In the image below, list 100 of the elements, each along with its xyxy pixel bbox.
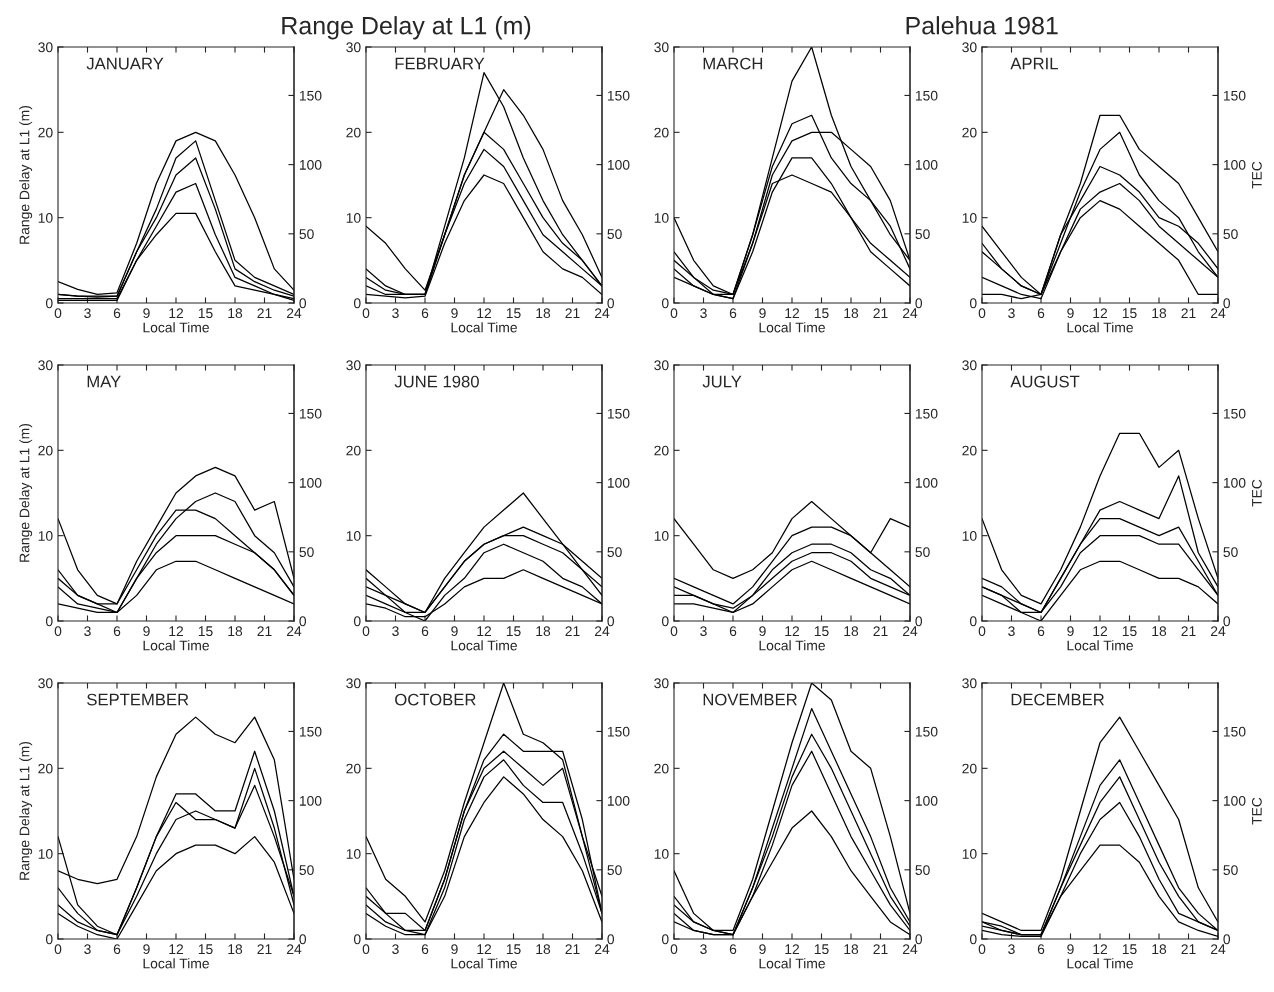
x-tick-label: 6 bbox=[1037, 626, 1045, 637]
y-tick-label: 30 bbox=[962, 360, 977, 371]
x-tick-label: 3 bbox=[700, 944, 707, 955]
chart-title: SEPTEMBER bbox=[87, 693, 189, 706]
x-tick-label: 18 bbox=[228, 626, 243, 637]
y2-tick-label: 50 bbox=[299, 865, 314, 875]
x-tick-label: 3 bbox=[84, 308, 91, 319]
x-tick-label: 3 bbox=[1008, 626, 1015, 637]
y-axis-title: Range Delay at L1 (m) bbox=[19, 742, 33, 880]
x-tick-label: 18 bbox=[1152, 944, 1167, 955]
y2-tick-label: 150 bbox=[915, 408, 938, 419]
chart-title: JULY bbox=[702, 375, 742, 388]
x-tick-label: 12 bbox=[477, 626, 492, 636]
y-tick-label: 30 bbox=[962, 42, 977, 53]
x-tick-label: 0 bbox=[670, 944, 678, 955]
y2-tick-label: 150 bbox=[607, 726, 630, 737]
chart-title: DECEMBER bbox=[1011, 693, 1104, 706]
x-tick-label: 18 bbox=[536, 626, 551, 637]
x-tick-label: 21 bbox=[257, 308, 272, 318]
x-tick-label: 21 bbox=[565, 308, 580, 318]
x-tick-label: 3 bbox=[700, 308, 707, 319]
x-tick-label: 9 bbox=[759, 626, 766, 637]
x-tick-label: 15 bbox=[198, 308, 213, 319]
x-axis-title: Local Time bbox=[759, 322, 825, 333]
y2-axis-title: TEC bbox=[1251, 161, 1262, 189]
x-tick-label: 6 bbox=[1037, 308, 1045, 319]
chart-title: MARCH bbox=[703, 57, 763, 70]
y2-tick-label: 100 bbox=[299, 477, 322, 488]
y-axis-title: Range Delay at L1 (m) bbox=[19, 106, 33, 244]
x-tick-label: 0 bbox=[978, 944, 986, 955]
y-tick-label: 30 bbox=[346, 42, 361, 53]
y-tick-label: 0 bbox=[969, 934, 977, 945]
x-axis-title: Local Time bbox=[1067, 322, 1133, 333]
x-tick-label: 21 bbox=[873, 626, 888, 636]
y2-tick-label: 50 bbox=[915, 229, 930, 239]
y-tick-label: 0 bbox=[353, 298, 361, 309]
x-tick-label: 3 bbox=[700, 626, 707, 637]
y2-tick-label: 150 bbox=[1223, 90, 1246, 101]
y-tick-label: 10 bbox=[38, 531, 53, 541]
x-tick-label: 3 bbox=[392, 626, 399, 637]
y2-tick-label: 150 bbox=[299, 90, 322, 101]
y2-tick-label: 0 bbox=[299, 298, 307, 309]
x-tick-label: 6 bbox=[113, 944, 121, 955]
y2-tick-label: 100 bbox=[915, 795, 938, 806]
y2-tick-label: 50 bbox=[607, 865, 622, 875]
x-tick-label: 15 bbox=[1122, 626, 1137, 637]
y-tick-label: 20 bbox=[962, 127, 977, 138]
x-tick-label: 12 bbox=[169, 626, 184, 636]
y-tick-label: 20 bbox=[654, 763, 669, 774]
x-tick-label: 21 bbox=[1181, 626, 1196, 636]
y2-tick-label: 0 bbox=[299, 934, 307, 945]
x-tick-label: 15 bbox=[198, 626, 213, 637]
text: Palehua 1981 bbox=[906, 16, 1058, 35]
y2-tick-label: 0 bbox=[1223, 298, 1231, 309]
x-tick-label: 9 bbox=[143, 308, 150, 319]
x-tick-label: 0 bbox=[362, 308, 370, 319]
x-tick-label: 15 bbox=[506, 626, 521, 637]
x-tick-label: 6 bbox=[729, 626, 737, 637]
y2-axis-title: TEC bbox=[1251, 479, 1262, 507]
x-tick-label: 15 bbox=[814, 308, 829, 319]
x-axis-title: Local Time bbox=[1067, 958, 1133, 969]
x-tick-label: 12 bbox=[785, 944, 800, 954]
y-tick-label: 0 bbox=[661, 298, 669, 309]
y2-tick-label: 150 bbox=[299, 408, 322, 419]
y-tick-label: 10 bbox=[962, 213, 977, 223]
x-tick-label: 3 bbox=[1008, 944, 1015, 955]
x-tick-label: 18 bbox=[228, 308, 243, 319]
x-tick-label: 15 bbox=[814, 944, 829, 955]
y2-tick-label: 0 bbox=[1223, 934, 1231, 945]
x-tick-label: 3 bbox=[392, 944, 399, 955]
y-tick-label: 0 bbox=[353, 616, 361, 627]
y2-tick-label: 150 bbox=[607, 408, 630, 419]
x-tick-label: 18 bbox=[1152, 308, 1167, 319]
x-tick-label: 12 bbox=[1093, 944, 1108, 954]
x-tick-label: 24 bbox=[594, 944, 610, 954]
x-tick-label: 15 bbox=[506, 308, 521, 319]
x-tick-label: 24 bbox=[594, 308, 610, 318]
x-tick-label: 24 bbox=[1210, 944, 1226, 954]
y2-tick-label: 50 bbox=[915, 865, 930, 875]
x-tick-label: 12 bbox=[477, 944, 492, 954]
y2-tick-label: 100 bbox=[915, 477, 938, 488]
y-tick-label: 30 bbox=[654, 678, 669, 689]
y-tick-label: 20 bbox=[346, 763, 361, 774]
x-tick-label: 18 bbox=[844, 944, 859, 955]
y-tick-label: 30 bbox=[38, 678, 53, 689]
chart-title: JANUARY bbox=[86, 57, 164, 70]
x-tick-label: 15 bbox=[506, 944, 521, 955]
y2-tick-label: 150 bbox=[915, 726, 938, 737]
x-tick-label: 6 bbox=[421, 944, 429, 955]
x-tick-label: 21 bbox=[257, 626, 272, 636]
x-tick-label: 6 bbox=[113, 626, 121, 637]
x-tick-label: 12 bbox=[1093, 626, 1108, 636]
y2-tick-label: 50 bbox=[607, 547, 622, 557]
x-tick-label: 12 bbox=[477, 308, 492, 318]
x-axis-title: Local Time bbox=[451, 322, 517, 333]
y-tick-label: 30 bbox=[38, 42, 53, 53]
y-tick-label: 10 bbox=[962, 531, 977, 541]
x-tick-label: 9 bbox=[451, 308, 458, 319]
y2-tick-label: 0 bbox=[915, 616, 923, 627]
y2-tick-label: 100 bbox=[607, 477, 630, 488]
